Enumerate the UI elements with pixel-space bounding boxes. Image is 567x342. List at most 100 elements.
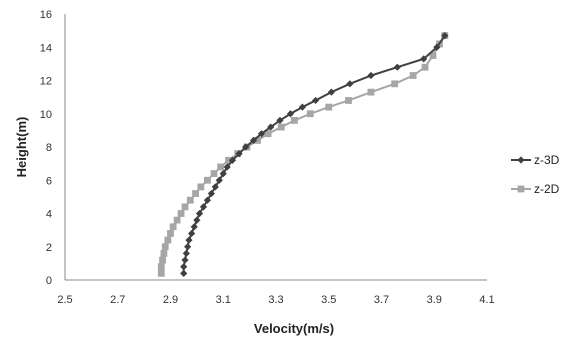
data-point-diamond — [188, 229, 196, 238]
x-tick-label: 3.5 — [321, 294, 336, 306]
y-tick-label: 4 — [46, 209, 52, 221]
data-point-square — [161, 243, 169, 251]
data-point-diamond — [433, 43, 441, 51]
data-point-square — [157, 269, 165, 277]
legend-item-z-3d: z-3D — [511, 153, 560, 167]
data-point-square — [157, 263, 165, 271]
series-z-3d — [180, 32, 449, 277]
y-tick-label: 0 — [46, 275, 52, 287]
data-point-diamond — [180, 269, 188, 277]
data-point-square — [345, 97, 352, 104]
legend-label: z-3D — [534, 153, 560, 167]
data-point-diamond — [257, 130, 266, 138]
data-point-square — [197, 183, 205, 191]
data-point-diamond — [215, 176, 223, 184]
data-point-diamond — [182, 249, 190, 257]
x-tick-label: 2.5 — [57, 294, 72, 306]
data-point-square — [160, 250, 168, 257]
data-point-square — [159, 256, 166, 264]
series-z-2d — [157, 32, 449, 277]
data-point-square — [204, 176, 211, 184]
plot-axes — [64, 14, 487, 281]
data-point-diamond — [249, 136, 258, 144]
data-point-square — [217, 163, 225, 171]
data-point-diamond — [235, 150, 243, 158]
data-point-diamond — [184, 243, 192, 251]
chart-legend: z-3D z-2D — [511, 153, 560, 196]
data-point-diamond — [346, 80, 354, 88]
x-tick-label: 3.1 — [216, 294, 231, 306]
data-point-diamond — [207, 189, 215, 198]
data-point-square — [306, 110, 314, 118]
y-tick-label: 14 — [40, 42, 52, 54]
data-point-square — [177, 210, 185, 217]
data-point-diamond — [393, 63, 401, 71]
x-tick-label: 3.9 — [427, 294, 442, 306]
y-axis-title: Height(m) — [14, 117, 29, 178]
x-tick-label: 2.9 — [163, 294, 178, 306]
data-point-diamond — [242, 143, 250, 151]
data-point-square — [169, 223, 177, 231]
y-tick-label: 16 — [40, 9, 52, 21]
x-tick-label: 4.1 — [479, 294, 494, 306]
data-point-square — [264, 130, 272, 138]
data-point-square — [225, 156, 232, 164]
data-point-square — [421, 63, 429, 71]
data-point-square — [254, 136, 261, 144]
y-tick-label: 8 — [46, 142, 52, 154]
x-tick-labels: 2.5 2.7 2.9 3.1 3.3 3.5 3.7 3.9 4.1 — [57, 294, 494, 306]
data-point-diamond — [185, 236, 193, 244]
data-point-square — [192, 190, 199, 197]
data-point-square — [429, 52, 437, 59]
data-point-square — [167, 230, 174, 237]
x-tick-label: 2.7 — [110, 294, 125, 306]
data-point-diamond — [311, 96, 320, 105]
data-point-square — [173, 216, 181, 224]
data-point-diamond — [181, 256, 189, 264]
data-point-diamond — [180, 263, 188, 271]
data-point-square — [210, 170, 218, 177]
legend-label: z-2D — [534, 182, 560, 196]
data-point-diamond — [276, 116, 284, 124]
data-point-square — [291, 117, 298, 124]
x-axis-title: Velocity(m/s) — [254, 321, 334, 336]
data-point-diamond — [298, 103, 306, 111]
data-point-diamond — [219, 170, 227, 178]
data-point-diamond — [267, 123, 275, 131]
data-point-square — [325, 103, 333, 111]
data-point-diamond — [286, 110, 295, 118]
data-point-diamond — [327, 88, 335, 96]
data-point-diamond — [190, 223, 198, 231]
data-point-square — [367, 88, 375, 96]
y-tick-label: 12 — [40, 76, 52, 88]
data-point-diamond — [203, 196, 212, 204]
y-tick-label: 6 — [46, 175, 52, 187]
series-line-z-2d — [160, 35, 446, 274]
data-point-square — [181, 203, 189, 211]
data-point-diamond — [195, 209, 204, 218]
series-layer — [157, 32, 449, 277]
data-point-diamond — [517, 156, 525, 164]
data-point-diamond — [441, 32, 449, 40]
data-point-square — [164, 236, 172, 244]
x-tick-label: 3.3 — [268, 294, 283, 306]
y-tick-label: 2 — [46, 242, 52, 254]
data-point-diamond — [193, 216, 201, 224]
data-point-square — [186, 196, 194, 204]
series-line-z-3d — [182, 35, 446, 274]
legend-item-z-2d: z-2D — [511, 182, 560, 196]
data-point-square — [391, 80, 399, 88]
data-point-diamond — [228, 156, 237, 164]
data-point-square — [409, 72, 417, 79]
data-point-diamond — [420, 55, 428, 63]
data-point-diamond — [223, 163, 231, 171]
y-tick-labels: 0 2 4 6 8 10 12 14 16 — [40, 9, 52, 287]
data-point-square — [277, 123, 285, 131]
data-point-diamond — [367, 71, 375, 80]
data-point-square — [517, 185, 525, 193]
data-point-diamond — [199, 203, 208, 211]
y-tick-label: 10 — [40, 109, 52, 121]
x-tick-label: 3.7 — [374, 294, 389, 306]
data-point-diamond — [211, 183, 219, 191]
